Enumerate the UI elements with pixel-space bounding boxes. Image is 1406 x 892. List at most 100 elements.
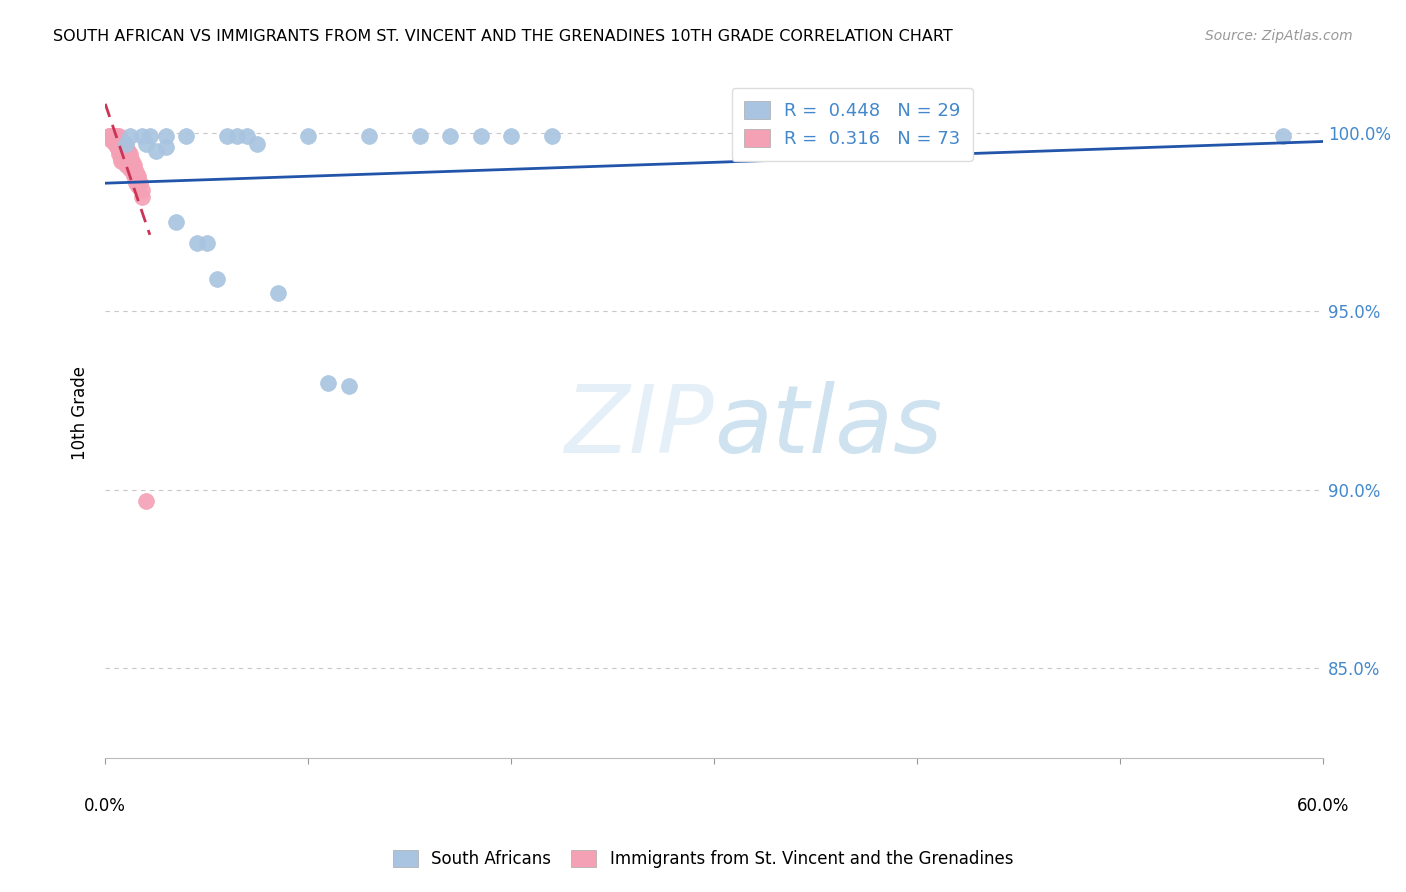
Point: [98, 129, 121, 144]
Point: [236, 129, 259, 144]
Point: [112, 147, 135, 161]
Point: [124, 169, 146, 183]
Point: [121, 158, 143, 172]
Point: [105, 136, 128, 151]
Point: [108, 136, 131, 151]
Point: [195, 236, 218, 251]
Point: [1271, 129, 1294, 144]
Point: [215, 129, 238, 144]
Point: [127, 172, 149, 186]
Point: [165, 215, 187, 229]
Point: [114, 144, 136, 158]
Point: [105, 133, 128, 147]
Point: [127, 169, 149, 183]
Point: [409, 129, 432, 144]
Point: [105, 136, 128, 151]
Point: [186, 236, 208, 251]
Point: [110, 136, 132, 151]
Point: [114, 151, 136, 165]
Point: [112, 136, 135, 151]
Point: [540, 129, 562, 144]
Point: [114, 136, 136, 151]
Point: [122, 165, 145, 179]
Point: [104, 136, 127, 151]
Point: [117, 151, 139, 165]
Point: [118, 129, 141, 144]
Point: [110, 140, 132, 154]
Point: [108, 140, 131, 154]
Point: [105, 129, 128, 144]
Point: [226, 129, 249, 144]
Point: [98, 129, 121, 144]
Point: [155, 129, 177, 144]
Point: [205, 272, 228, 286]
Point: [359, 129, 381, 144]
Point: [176, 129, 198, 144]
Point: [117, 144, 139, 158]
Point: [155, 140, 177, 154]
Point: [104, 129, 127, 144]
Point: [121, 154, 143, 169]
Point: [337, 379, 360, 393]
Point: [100, 129, 122, 144]
Point: [110, 151, 132, 165]
Point: [110, 144, 132, 158]
Text: ZIP: ZIP: [565, 382, 714, 473]
Point: [108, 136, 131, 151]
Point: [118, 147, 141, 161]
Point: [110, 154, 132, 169]
Point: [100, 129, 122, 144]
Point: [110, 147, 132, 161]
Point: [131, 129, 153, 144]
Point: [470, 129, 492, 144]
Point: [145, 144, 167, 158]
Point: [124, 172, 146, 186]
Point: [112, 154, 135, 169]
Point: [297, 129, 319, 144]
Text: Source: ZipAtlas.com: Source: ZipAtlas.com: [1205, 29, 1353, 43]
Point: [100, 129, 122, 144]
Text: atlas: atlas: [714, 382, 942, 473]
Y-axis label: 10th Grade: 10th Grade: [72, 366, 89, 460]
Point: [135, 136, 157, 151]
Point: [108, 129, 131, 144]
Text: 0.0%: 0.0%: [84, 797, 127, 814]
Point: [246, 136, 269, 151]
Text: 60.0%: 60.0%: [1296, 797, 1350, 814]
Point: [104, 133, 127, 147]
Point: [122, 169, 145, 183]
Text: SOUTH AFRICAN VS IMMIGRANTS FROM ST. VINCENT AND THE GRENADINES 10TH GRADE CORRE: SOUTH AFRICAN VS IMMIGRANTS FROM ST. VIN…: [53, 29, 953, 44]
Legend: South Africans, Immigrants from St. Vincent and the Grenadines: South Africans, Immigrants from St. Vinc…: [387, 843, 1019, 875]
Point: [105, 133, 128, 147]
Point: [117, 158, 139, 172]
Point: [114, 140, 136, 154]
Point: [108, 133, 131, 147]
Point: [131, 183, 153, 197]
Point: [118, 161, 141, 176]
Point: [103, 129, 125, 144]
Point: [114, 147, 136, 161]
Point: [865, 129, 887, 144]
Point: [267, 286, 290, 301]
Point: [135, 493, 157, 508]
Legend: R =  0.448   N = 29, R =  0.316   N = 73: R = 0.448 N = 29, R = 0.316 N = 73: [731, 88, 973, 161]
Point: [118, 151, 141, 165]
Point: [103, 133, 125, 147]
Point: [112, 151, 135, 165]
Point: [104, 129, 127, 144]
Point: [112, 140, 135, 154]
Point: [114, 158, 136, 172]
Point: [104, 129, 127, 144]
Point: [139, 129, 162, 144]
Point: [131, 190, 153, 204]
Point: [100, 133, 122, 147]
Point: [124, 165, 146, 179]
Point: [108, 144, 131, 158]
Point: [103, 133, 125, 147]
Point: [110, 133, 132, 147]
Point: [112, 144, 135, 158]
Point: [128, 176, 150, 190]
Point: [104, 133, 127, 147]
Point: [122, 161, 145, 176]
Point: [105, 140, 128, 154]
